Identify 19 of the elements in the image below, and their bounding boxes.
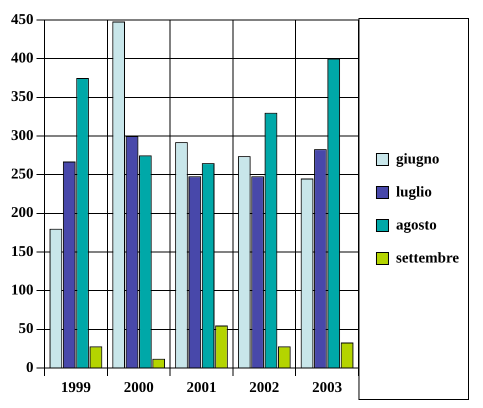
y-tick-label: 400 — [11, 50, 34, 67]
y-tick-label: 350 — [11, 89, 34, 106]
y-tick-label: 450 — [11, 12, 34, 28]
legend-label: agosto — [396, 217, 437, 234]
y-tick-label: 250 — [11, 166, 34, 183]
y-tick-label: 200 — [11, 205, 34, 222]
legend-label: giugno — [396, 151, 440, 168]
x-tick-label: 2003 — [312, 380, 342, 396]
y-tick-label: 150 — [11, 244, 34, 260]
y-tick-label: 100 — [11, 282, 34, 299]
y-tick-label: 300 — [11, 128, 34, 144]
x-tick-label: 2001 — [186, 380, 216, 396]
legend-label: luglio — [396, 184, 432, 200]
y-tick-label: 0 — [26, 360, 34, 376]
x-tick-label: 2002 — [249, 380, 280, 396]
legend-label: settembre — [396, 250, 460, 266]
x-tick-label: 1999 — [60, 380, 91, 396]
x-tick-label: 2000 — [124, 380, 154, 396]
y-tick-label: 50 — [18, 321, 34, 338]
